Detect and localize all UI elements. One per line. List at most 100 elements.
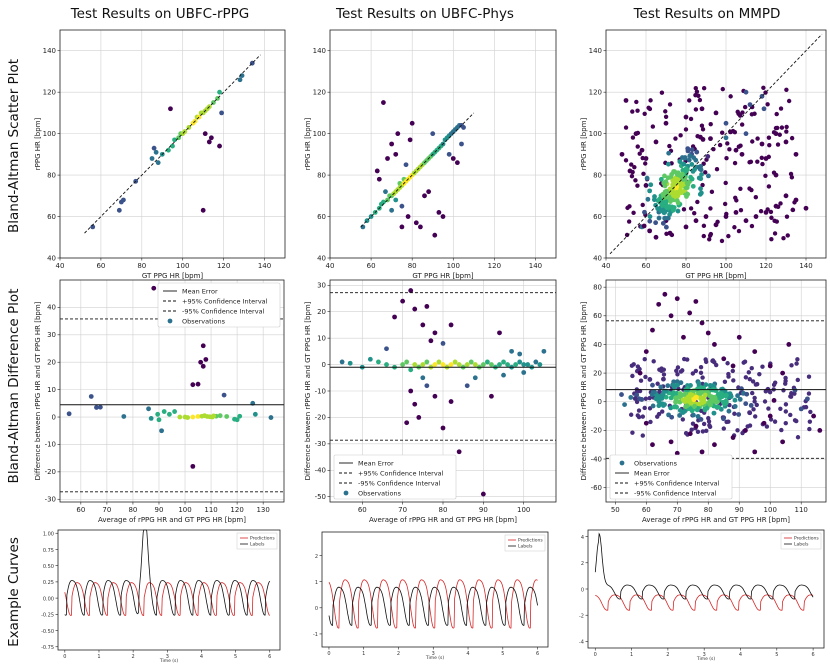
- data-point: [374, 168, 380, 174]
- data-point: [687, 98, 692, 103]
- data-point: [681, 161, 687, 167]
- data-point: [772, 231, 778, 236]
- data-point: [669, 414, 675, 420]
- data-point: [688, 382, 693, 388]
- plot-frame: [587, 529, 825, 649]
- data-point: [452, 359, 458, 365]
- tick-label-y: 2: [581, 561, 584, 567]
- data-point: [743, 131, 749, 137]
- data-point: [701, 399, 707, 405]
- data-point: [629, 173, 635, 179]
- data-point: [773, 172, 779, 178]
- data-point: [699, 172, 704, 177]
- tick-label-y: 120: [589, 88, 602, 96]
- data-point: [683, 166, 689, 172]
- data-point: [393, 151, 399, 157]
- data-point: [795, 377, 800, 383]
- data-point: [721, 426, 726, 431]
- data-point: [806, 374, 812, 379]
- data-point: [771, 382, 777, 388]
- data-point: [146, 406, 151, 412]
- data-point: [638, 378, 644, 383]
- data-point: [749, 187, 754, 193]
- data-point: [788, 412, 793, 418]
- legend-label-labels: Labels: [250, 542, 265, 548]
- data-point: [762, 399, 768, 404]
- legend-label: Observations: [358, 489, 402, 497]
- data-point: [690, 183, 696, 189]
- data-point: [763, 210, 769, 215]
- data-point: [736, 228, 742, 234]
- data-point: [643, 349, 649, 355]
- tick-label-x: 120: [230, 506, 243, 514]
- data-point: [689, 161, 695, 167]
- data-point: [803, 205, 809, 211]
- data-point: [779, 125, 785, 130]
- tick-label-y: 20: [317, 308, 326, 316]
- data-point: [432, 232, 438, 238]
- data-point: [630, 109, 635, 114]
- data-point: [723, 392, 729, 398]
- tick-label-y: 80: [317, 171, 326, 179]
- data-point: [161, 409, 167, 414]
- data-point: [640, 433, 645, 438]
- data-point: [783, 420, 788, 426]
- data-point: [683, 224, 689, 230]
- data-point: [647, 395, 652, 401]
- data-point: [665, 161, 671, 167]
- data-point: [376, 359, 381, 365]
- data-point: [190, 382, 196, 388]
- data-point: [695, 414, 701, 419]
- x-axis-label: Time (s): [159, 658, 179, 664]
- data-point: [668, 313, 674, 319]
- data-point: [693, 423, 699, 429]
- tick-label-y: -20: [45, 468, 56, 476]
- data-point: [432, 393, 438, 399]
- data-point: [674, 296, 680, 302]
- plot-frame: [605, 29, 827, 259]
- data-point: [687, 406, 693, 412]
- data-point: [665, 215, 671, 221]
- data-point: [656, 411, 662, 417]
- data-point: [721, 416, 726, 422]
- tick-label-y: -40: [315, 467, 326, 475]
- data-point: [682, 408, 688, 414]
- tick-label-x: 90: [479, 506, 488, 514]
- legend-label: Observations: [182, 317, 226, 325]
- data-point: [268, 415, 274, 420]
- data-point: [737, 113, 743, 118]
- plot-frame: [321, 531, 549, 648]
- data-point: [752, 111, 757, 116]
- data-point: [664, 205, 670, 211]
- tick-label-x: 80: [137, 262, 146, 270]
- data-point: [652, 194, 657, 199]
- tick-label-x: 2: [132, 654, 135, 660]
- tick-label-x: 4: [466, 651, 469, 657]
- data-point: [781, 388, 786, 393]
- data-point: [769, 236, 774, 242]
- data-point: [450, 156, 456, 161]
- data-point: [690, 371, 696, 376]
- tick-label-x: 80: [682, 262, 691, 270]
- data-point: [422, 193, 427, 199]
- data-point: [635, 364, 641, 369]
- y-axis-label: rPPG HR [bpm]: [304, 117, 312, 170]
- data-point: [97, 404, 103, 410]
- data-point: [656, 215, 662, 221]
- data-point: [668, 199, 673, 204]
- tick-label-y: 140: [589, 47, 602, 55]
- tick-label-x: 90: [155, 506, 164, 514]
- data-point: [693, 368, 699, 374]
- data-point: [747, 102, 753, 108]
- data-point: [783, 402, 789, 407]
- data-point: [681, 334, 686, 340]
- tick-label-x: 80: [128, 506, 137, 514]
- tick-label-x: 140: [258, 262, 271, 270]
- tick-label-x: 100: [176, 262, 189, 270]
- legend-marker-observations: [167, 318, 173, 324]
- data-point: [647, 188, 653, 194]
- labels-line: [594, 532, 814, 600]
- tick-label-x: 130: [256, 506, 269, 514]
- data-point: [783, 375, 788, 381]
